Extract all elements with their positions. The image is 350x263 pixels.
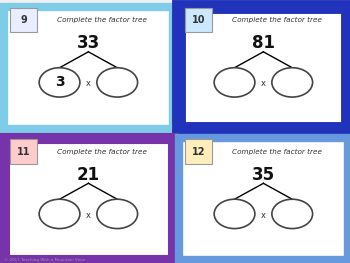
FancyBboxPatch shape bbox=[4, 7, 173, 129]
Circle shape bbox=[214, 199, 255, 229]
Circle shape bbox=[39, 68, 80, 97]
Text: © 2017 Teaching With a Mountain View: © 2017 Teaching With a Mountain View bbox=[4, 259, 84, 262]
Text: Complete the factor tree: Complete the factor tree bbox=[232, 149, 322, 155]
FancyBboxPatch shape bbox=[10, 139, 37, 164]
FancyBboxPatch shape bbox=[178, 7, 348, 129]
Text: 12: 12 bbox=[192, 146, 205, 156]
Circle shape bbox=[272, 68, 313, 97]
Text: x: x bbox=[86, 211, 91, 220]
Circle shape bbox=[97, 68, 138, 97]
Text: Complete the factor tree: Complete the factor tree bbox=[57, 149, 147, 155]
Text: x: x bbox=[261, 211, 266, 220]
Text: Complete the factor tree: Complete the factor tree bbox=[232, 17, 322, 23]
Circle shape bbox=[39, 199, 80, 229]
Text: 21: 21 bbox=[77, 166, 100, 184]
Text: 11: 11 bbox=[17, 146, 30, 156]
Text: 3: 3 bbox=[55, 75, 64, 89]
Text: 9: 9 bbox=[21, 15, 27, 25]
Circle shape bbox=[97, 199, 138, 229]
Text: 33: 33 bbox=[77, 34, 100, 52]
Circle shape bbox=[272, 199, 313, 229]
FancyBboxPatch shape bbox=[178, 138, 348, 260]
FancyBboxPatch shape bbox=[185, 8, 212, 32]
Text: 35: 35 bbox=[252, 166, 275, 184]
FancyBboxPatch shape bbox=[10, 8, 37, 32]
FancyBboxPatch shape bbox=[4, 138, 173, 260]
Text: 81: 81 bbox=[252, 34, 275, 52]
Circle shape bbox=[214, 68, 255, 97]
Text: x: x bbox=[86, 79, 91, 88]
Text: x: x bbox=[261, 79, 266, 88]
FancyBboxPatch shape bbox=[185, 139, 212, 164]
Text: 10: 10 bbox=[192, 15, 205, 25]
Text: Complete the factor tree: Complete the factor tree bbox=[57, 17, 147, 23]
